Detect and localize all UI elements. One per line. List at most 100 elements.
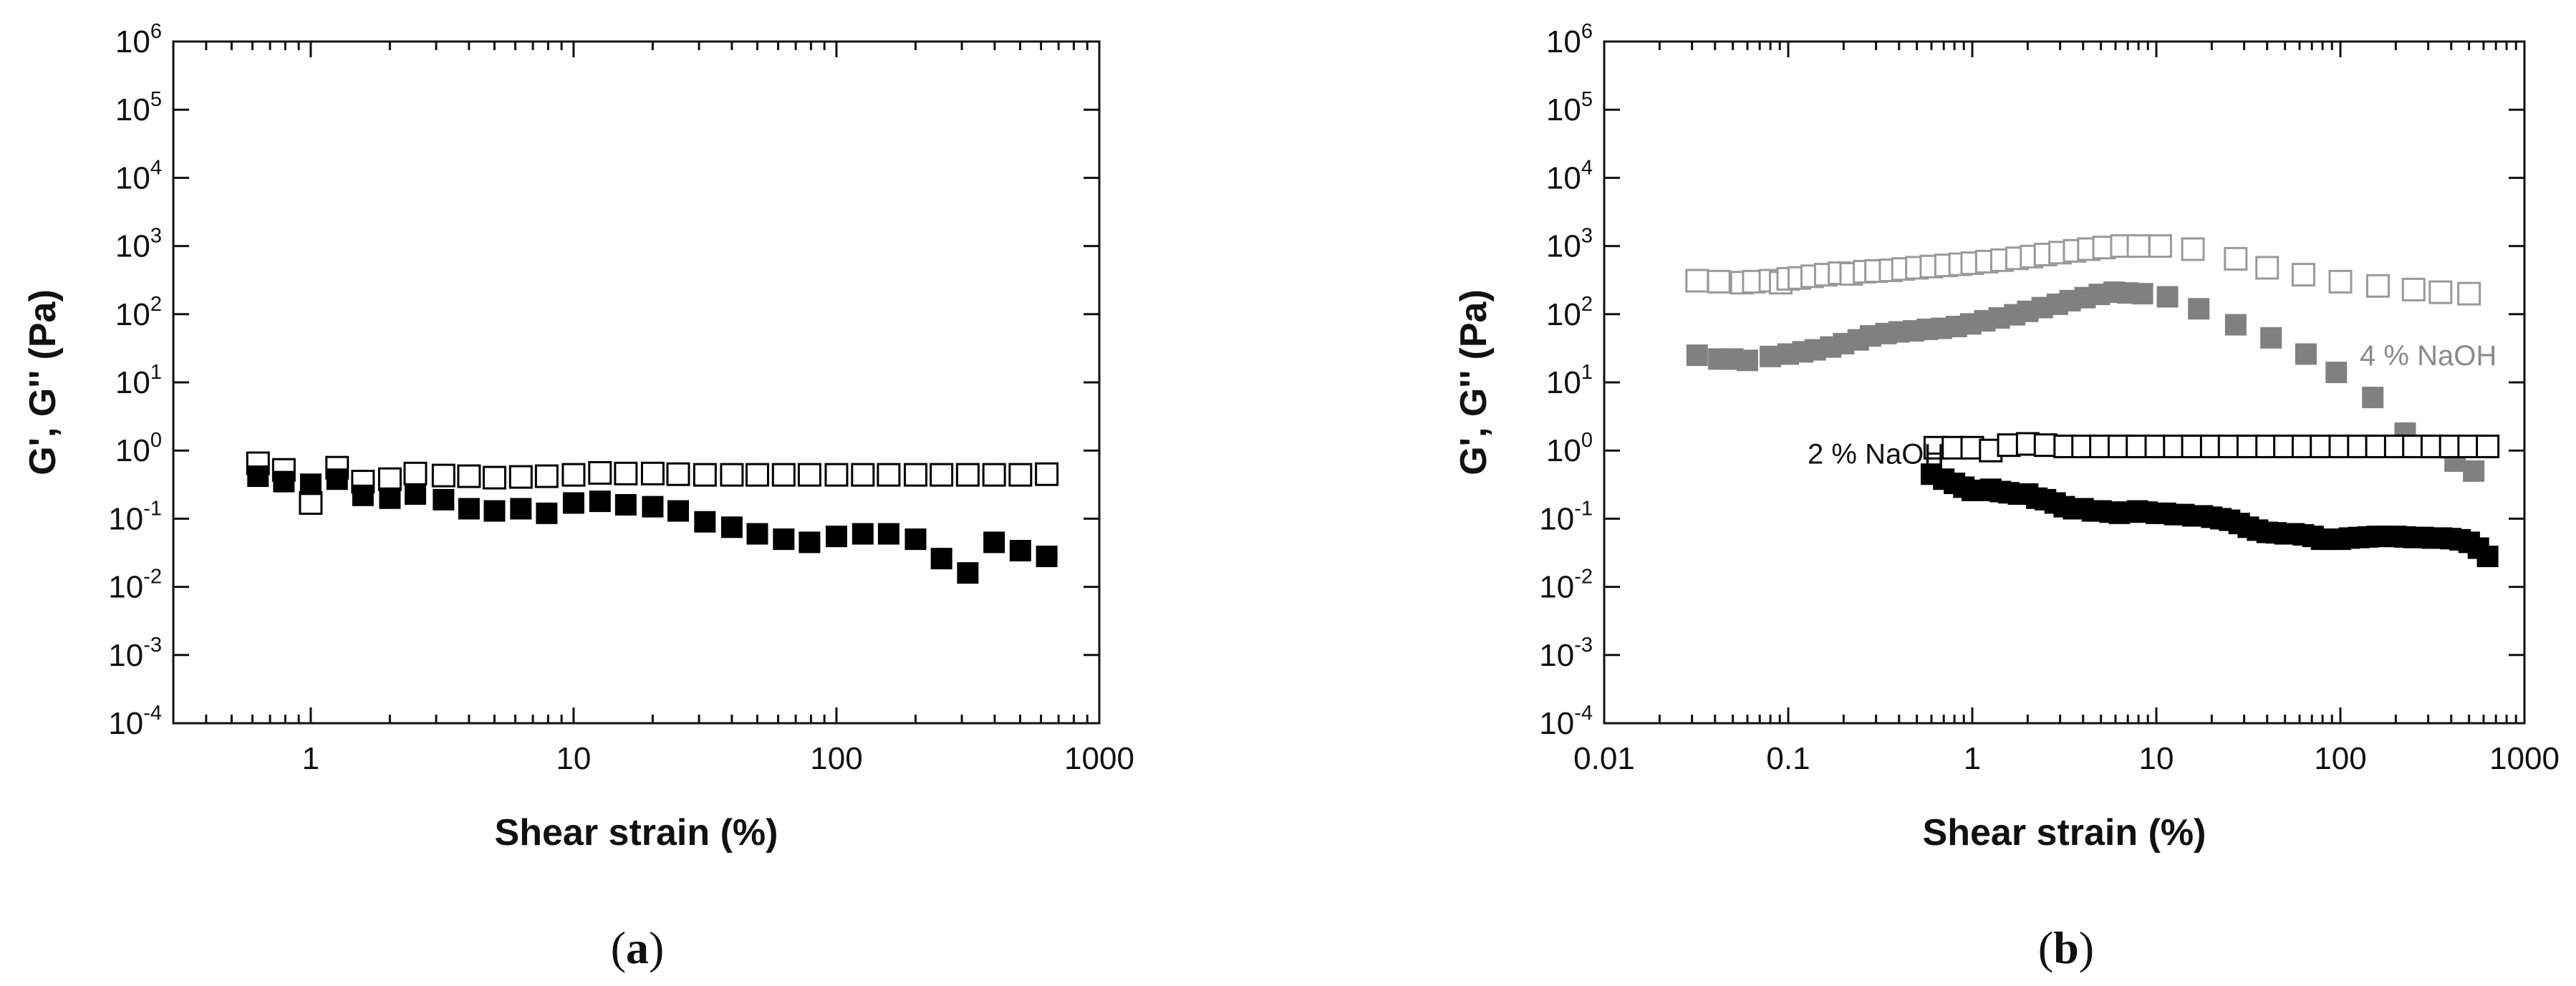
data-point-open	[693, 463, 717, 487]
y-axis-title: G', G'' (Pa)	[1453, 289, 1495, 475]
data-point-filled	[1686, 344, 1708, 367]
data-point-filled	[930, 548, 952, 570]
data-point-filled	[2463, 460, 2485, 482]
data-point-open	[824, 463, 849, 487]
x-tick-label: 1	[302, 741, 319, 776]
y-tick-base: 10	[1546, 297, 1581, 332]
y-tick-exponent: -2	[1574, 566, 1593, 589]
y-tick-exponent: 4	[1581, 156, 1593, 179]
y-tick-base: 10	[1546, 24, 1581, 59]
panel-letter: a	[626, 922, 649, 973]
y-tick-base: 10	[108, 501, 143, 536]
chart-panel-b: 10610510410310210110010-110-210-310-40.0…	[1453, 20, 2560, 973]
data-point-open	[299, 490, 323, 515]
y-tick-label: 106	[115, 20, 162, 59]
data-point-filled	[825, 526, 847, 548]
y-tick-base: 10	[1539, 638, 1574, 673]
y-tick-base: 10	[115, 229, 150, 264]
y-tick-exponent: 0	[150, 429, 162, 452]
y-tick-label: 103	[115, 225, 162, 264]
data-point-open	[2401, 277, 2426, 301]
data-point-filled	[1009, 540, 1031, 562]
data-point-filled	[536, 502, 558, 524]
y-tick-label: 10-2	[1539, 566, 1593, 605]
y-tick-base: 10	[115, 24, 150, 59]
data-point-open	[2126, 234, 2151, 258]
series-0	[1685, 234, 2481, 306]
y-tick-label: 105	[1546, 88, 1593, 127]
data-point-open	[2476, 434, 2500, 458]
y-tick-label: 106	[1546, 20, 1593, 59]
data-point-open	[877, 463, 901, 487]
data-point-filled	[2131, 283, 2153, 305]
data-point-open	[1008, 463, 1033, 487]
y-tick-exponent: -3	[1574, 634, 1593, 657]
data-point-filled	[458, 498, 480, 520]
y-tick-label: 104	[115, 156, 162, 195]
panel-label: (a)	[611, 922, 665, 973]
y-tick-label: 10-4	[1539, 702, 1593, 741]
y-tick-exponent: -1	[143, 497, 162, 520]
data-point-open	[903, 463, 927, 487]
data-point-filled	[852, 523, 874, 545]
data-point-open	[561, 463, 586, 487]
data-point-open	[508, 465, 533, 489]
panel-label: (b)	[2038, 922, 2094, 973]
plot-frame	[1603, 40, 2526, 725]
data-point-filled	[983, 531, 1005, 554]
data-point-filled	[2476, 546, 2499, 568]
data-point-filled	[299, 473, 322, 496]
data-point-filled	[746, 523, 768, 545]
data-point-open	[1685, 269, 1709, 293]
y-tick-exponent: -2	[143, 566, 162, 589]
y-tick-base: 10	[1539, 501, 1574, 536]
x-tick-label: 0.01	[1573, 741, 1635, 776]
data-point-open	[2033, 433, 2058, 458]
y-tick-base: 10	[115, 92, 150, 127]
y-tick-exponent: 1	[150, 361, 162, 384]
data-point-filled	[2295, 343, 2317, 365]
data-point-open	[1035, 462, 1059, 486]
data-point-filled	[799, 531, 821, 554]
y-tick-label: 10-1	[1539, 497, 1593, 536]
y-axis-title: G', G'' (Pa)	[22, 289, 64, 475]
data-point-filled	[614, 493, 637, 516]
data-point-open	[614, 461, 638, 485]
data-point-open	[640, 461, 665, 485]
data-point-open	[666, 462, 690, 486]
series-annotation: 2 % NaOH	[1808, 439, 1944, 470]
data-point-filled	[2325, 362, 2348, 384]
data-point-open	[2365, 274, 2390, 298]
data-point-filled	[483, 500, 506, 522]
x-tick-label: 100	[810, 741, 862, 776]
data-point-filled	[773, 528, 795, 551]
data-point-open	[377, 467, 402, 491]
y-tick-label: 105	[115, 88, 162, 127]
data-point-open	[2328, 269, 2353, 294]
data-point-filled	[2156, 286, 2179, 308]
y-tick-exponent: -4	[1574, 702, 1593, 725]
data-point-filled	[404, 483, 426, 505]
data-point-filled	[720, 516, 743, 538]
y-tick-base: 10	[115, 160, 150, 195]
data-point-open	[431, 463, 455, 488]
x-tick-label: 0.1	[1766, 741, 1810, 776]
y-tick-label: 100	[115, 429, 162, 468]
y-tick-exponent: 5	[1581, 88, 1593, 111]
data-point-open	[2255, 256, 2280, 280]
series-annotation: 4 % NaOH	[2360, 340, 2497, 372]
x-tick-label: 10	[2139, 741, 2174, 776]
y-tick-label: 10-4	[108, 702, 162, 741]
x-axis-title: Shear strain (%)	[1923, 812, 2206, 854]
y-tick-label: 10-2	[108, 566, 162, 605]
y-tick-base: 10	[115, 297, 150, 332]
y-tick-base: 10	[108, 638, 143, 673]
x-tick-label: 100	[2314, 741, 2366, 776]
y-tick-exponent: 3	[150, 225, 162, 248]
y-tick-exponent: 6	[1581, 20, 1593, 43]
y-tick-label: 10-3	[108, 634, 162, 673]
y-tick-base: 10	[1546, 160, 1581, 195]
data-point-open	[771, 463, 796, 487]
